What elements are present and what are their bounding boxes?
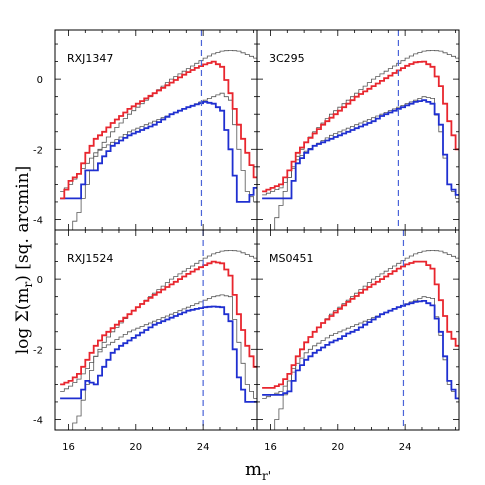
series-group <box>262 50 459 230</box>
series-red-0 <box>60 60 257 200</box>
panel-ms0451: 16 20 24 MS0451 <box>256 229 460 453</box>
series-blue-1 <box>262 99 459 200</box>
series-red-0 <box>262 260 459 389</box>
x-tick-label: 24 <box>197 442 210 453</box>
x-tick-label: 16 <box>62 442 75 453</box>
series-group <box>262 250 459 430</box>
panel-frame <box>256 229 460 431</box>
x-tick-label: 24 <box>399 442 412 453</box>
series-gray-3 <box>262 50 459 230</box>
panels: -4 -2 0 RXJ1347 3C295 -4 -2 0 16 20 24 RXJ1524 16 20 2… <box>33 29 460 453</box>
series-blue-1 <box>262 300 459 400</box>
y-tick-label: -2 <box>33 345 43 356</box>
panel-label: RXJ1524 <box>67 252 113 265</box>
x-tick-label: 20 <box>129 442 142 453</box>
series-gray-3 <box>262 250 459 430</box>
y-tick-label: 0 <box>37 275 43 286</box>
series-red-0 <box>262 60 459 193</box>
panel-label: RXJ1347 <box>67 52 113 65</box>
panel-label: 3C295 <box>269 52 305 65</box>
series-blue-1 <box>60 101 257 203</box>
x-tick-label: 16 <box>264 442 277 453</box>
y-axis-label: log Σ(mr) [sq. arcmin] <box>13 166 35 355</box>
series-gray-2 <box>60 92 257 203</box>
panel-3c295: 3C295 <box>256 29 460 231</box>
panel-label: MS0451 <box>269 252 313 265</box>
panel-rxj1524: -4 -2 0 16 20 24 RXJ1524 <box>33 229 258 453</box>
panel-rxj1347: -4 -2 0 RXJ1347 <box>33 29 258 231</box>
y-tick-label: -2 <box>33 145 43 156</box>
x-axis-label: mr' <box>245 459 271 483</box>
series-blue-1 <box>60 305 257 403</box>
series-gray-3 <box>60 250 257 430</box>
y-tick-label: -4 <box>33 415 43 426</box>
y-tick-label: -4 <box>33 215 43 226</box>
y-tick-label: 0 <box>37 75 43 86</box>
series-group <box>60 50 257 230</box>
series-group <box>60 250 257 430</box>
x-tick-label: 20 <box>331 442 344 453</box>
series-red-0 <box>60 260 257 386</box>
